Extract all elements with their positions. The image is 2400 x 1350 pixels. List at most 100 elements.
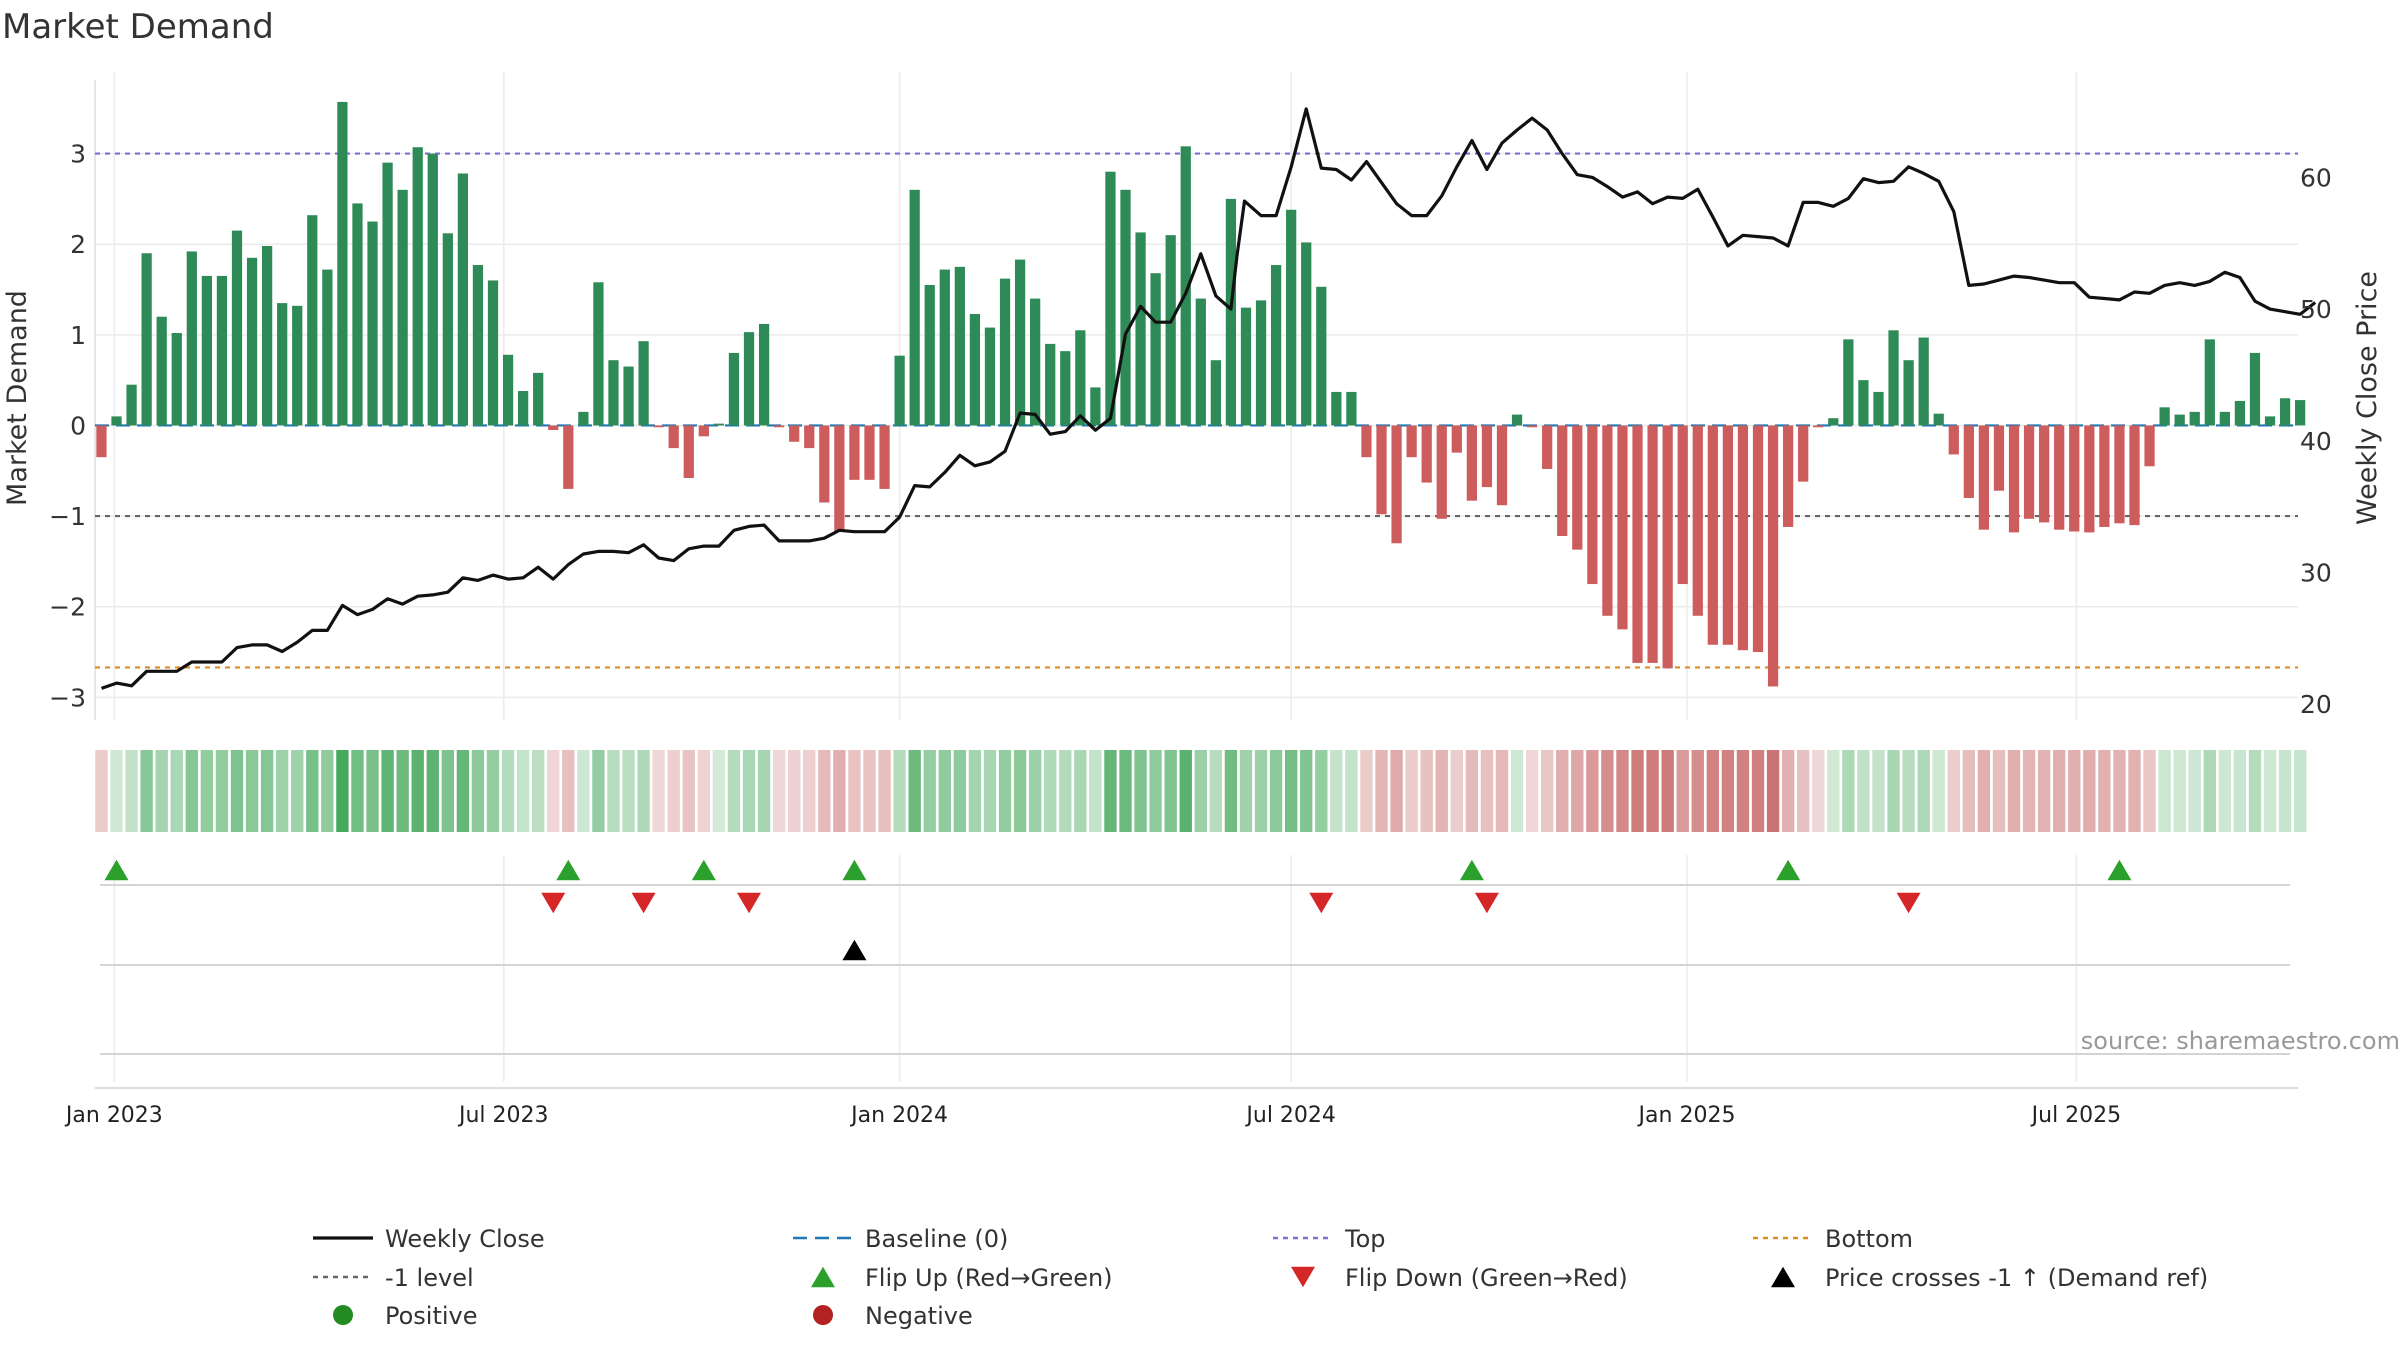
demand-bar — [96, 425, 107, 458]
demand-bar — [2219, 411, 2230, 426]
heat-cell — [2203, 750, 2216, 832]
y-axis-ticks: 3 2 1 0 −1 −2 −3 — [49, 140, 86, 713]
heat-cell — [1074, 750, 1087, 832]
demand-bar — [939, 269, 950, 426]
demand-bar — [593, 282, 604, 426]
demand-bar — [879, 425, 890, 489]
heat-cell — [1676, 750, 1689, 832]
demand-bar — [171, 333, 182, 426]
demand-bar — [623, 366, 634, 426]
demand-bar — [1451, 425, 1462, 453]
demand-bar — [1180, 146, 1191, 426]
heat-cell — [1902, 750, 1915, 832]
heat-cell — [1330, 750, 1343, 832]
demand-bar — [1481, 425, 1493, 488]
demand-bar — [156, 316, 167, 426]
demand-bar — [141, 253, 152, 426]
demand-bar — [1135, 232, 1146, 426]
y-tick-label: −3 — [49, 683, 86, 712]
y-tick-label: −1 — [49, 502, 86, 531]
demand-bar — [1466, 425, 1477, 501]
heat-cell — [1992, 750, 2006, 832]
demand-bar — [292, 305, 303, 426]
demand-bar — [1406, 425, 1417, 458]
demand-bar — [774, 425, 785, 428]
heat-cell — [1269, 750, 1283, 832]
heat-cell — [1631, 750, 1644, 832]
signal-tracks — [95, 859, 2298, 1089]
demand-bar — [1918, 337, 1929, 426]
y-tick-label: 0 — [70, 411, 86, 440]
x-axis-ticks: Jan 2023 Jul 2023 Jan 2024 Jul 2024 Jan 2025… — [64, 1103, 2121, 1128]
demand-bar — [1391, 425, 1402, 544]
heat-cell — [1495, 750, 1509, 832]
demand-bar — [969, 313, 981, 426]
heat-cell — [1586, 750, 1599, 832]
y-axis-label: Market Demand — [2, 290, 33, 506]
y-tick-label: 1 — [70, 321, 86, 350]
demand-bar — [1165, 235, 1176, 426]
heat-cell — [471, 750, 485, 832]
demand-bar — [1270, 265, 1282, 426]
demand-bar — [1662, 425, 1673, 669]
demand-bar — [1511, 414, 1523, 426]
heat-cell — [321, 750, 334, 832]
heat-cell — [2143, 750, 2156, 832]
legend-label: Flip Up (Red→Green) — [865, 1264, 1113, 1292]
heat-cell — [260, 750, 274, 832]
demand-bar — [668, 425, 679, 449]
legend-label: Price crosses -1 ↑ (Demand ref) — [1825, 1264, 2208, 1292]
heat-cell — [291, 750, 304, 832]
heat-cell — [848, 750, 861, 832]
demand-bar — [2023, 425, 2035, 519]
heat-cell — [2218, 750, 2232, 832]
heat-cell — [878, 750, 891, 832]
demand-bar — [216, 275, 228, 426]
heat-cell — [727, 750, 741, 832]
demand-bar — [1828, 418, 1839, 426]
heat-cell — [110, 750, 123, 832]
heat-cell — [983, 750, 997, 832]
heat-cell — [125, 750, 138, 832]
legend-label: Baseline (0) — [865, 1225, 1008, 1253]
demand-bar — [819, 425, 830, 503]
heat-cell — [1465, 750, 1479, 832]
y-tick-label: 2 — [70, 230, 86, 259]
heat-cell — [712, 750, 726, 832]
heat-cell — [2128, 750, 2141, 832]
heat-cell — [2278, 750, 2292, 832]
heat-cell — [2233, 750, 2247, 832]
heat-cell — [230, 750, 244, 832]
heat-cell — [2173, 750, 2186, 832]
demand-bar — [367, 221, 378, 426]
demand-bar — [427, 153, 438, 426]
heat-cell — [562, 750, 575, 832]
heat-cell — [1932, 750, 1945, 832]
demand-bar — [864, 425, 875, 480]
heat-cell — [1315, 750, 1328, 832]
demand-bar — [201, 275, 212, 426]
y2-tick-label: 60 — [2300, 163, 2332, 192]
x-tick-label: Jan 2025 — [1637, 1103, 1736, 1128]
heat-cell — [245, 750, 259, 832]
demand-bar — [337, 101, 348, 426]
demand-bar — [1798, 425, 1809, 482]
heat-cell — [501, 750, 515, 832]
demand-bar — [2279, 398, 2291, 426]
heat-cell — [1405, 750, 1418, 832]
demand-bar — [728, 352, 740, 426]
heat-cell — [652, 750, 665, 832]
demand-bar — [1572, 425, 1583, 550]
demand-bar — [533, 372, 544, 426]
demand-bar — [397, 189, 408, 426]
demand-bar — [1843, 339, 1854, 426]
chart-title: Market Demand — [2, 7, 274, 47]
legend-swatch — [1771, 1266, 1795, 1288]
demand-bar — [2008, 425, 2020, 533]
y2-tick-label: 40 — [2300, 427, 2332, 456]
heat-cell — [998, 750, 1012, 832]
heat-cell — [1751, 750, 1765, 832]
demand-bar — [1120, 189, 1131, 426]
demand-bar — [1376, 425, 1387, 515]
heat-cell — [772, 750, 786, 832]
